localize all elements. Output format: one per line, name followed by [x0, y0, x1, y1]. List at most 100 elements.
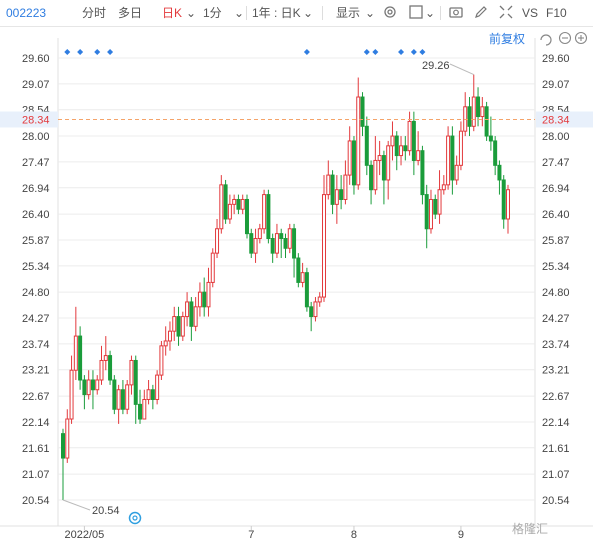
pencil-icon[interactable]: [473, 4, 489, 20]
candle-body: [356, 96, 361, 186]
watermark-logo: 格隆汇: [512, 520, 548, 537]
y-tick-label-left: 20.54: [22, 495, 50, 507]
candle: [189, 297, 194, 341]
vs-button[interactable]: VS: [522, 6, 539, 20]
candle: [433, 194, 438, 219]
display-menu[interactable]: 显示: [336, 6, 361, 20]
f10-button[interactable]: F10: [546, 6, 567, 20]
candle: [458, 121, 463, 171]
chevron-down-icon[interactable]: ⌄: [425, 6, 436, 20]
candle: [270, 233, 275, 263]
candle-body: [493, 140, 498, 166]
tab-multiday[interactable]: 多日: [118, 6, 143, 20]
candle: [317, 292, 322, 307]
chevron-down-icon[interactable]: ⌄: [186, 6, 197, 20]
gear-icon[interactable]: [382, 4, 398, 20]
event-marker: [94, 49, 101, 55]
current-price-label-left: 28.34: [22, 114, 50, 126]
max-price-leader: [449, 63, 474, 76]
candle-body: [197, 291, 202, 308]
adjust-mode-label[interactable]: 前复权: [489, 32, 526, 46]
candle: [283, 233, 288, 259]
candle-body: [240, 198, 245, 210]
event-marker: [77, 49, 84, 55]
candle: [287, 223, 292, 254]
tab-intraday[interactable]: 分时: [82, 6, 107, 20]
y-tick-label-left: 22.14: [22, 417, 50, 429]
candle: [411, 111, 416, 176]
y-tick-label-right: 28.00: [542, 131, 570, 143]
candle: [65, 409, 70, 463]
candle-body: [73, 335, 78, 371]
toolbar: 002223 分时 多日 日K ⌄ 1分 ⌄ 1年 : 日K ⌄ 显示 ⌄ ⌄: [0, 0, 593, 27]
candle: [450, 126, 455, 195]
y-tick-label-left: 22.67: [22, 391, 50, 403]
y-tick-label-left: 24.27: [22, 313, 50, 325]
candle-body: [253, 238, 258, 254]
reset-icon[interactable]: [540, 34, 552, 46]
candle-body: [142, 399, 147, 420]
candle-body: [386, 145, 391, 181]
price-label-bg-right: [536, 111, 593, 128]
candle: [202, 277, 207, 317]
candle-body: [416, 150, 421, 161]
candle: [441, 175, 446, 195]
y-tick-label-right: 29.07: [542, 79, 570, 91]
candle: [501, 175, 506, 229]
watermark-text: 格隆汇: [512, 522, 549, 536]
candle: [381, 150, 386, 205]
candle: [244, 194, 249, 239]
candle: [356, 77, 361, 190]
candle: [219, 175, 224, 234]
y-tick-label-right: 26.40: [542, 209, 570, 221]
y-tick-label-right: 23.74: [542, 339, 570, 351]
y-tick-label-right: 23.21: [542, 365, 570, 377]
period-select[interactable]: 1年 : 日K: [252, 6, 301, 20]
candle: [480, 97, 485, 127]
candle-body: [86, 379, 91, 396]
stock-code: 002223: [6, 6, 47, 20]
y-tick-label-left: 24.80: [22, 287, 50, 299]
candle-body: [506, 189, 510, 220]
candle: [437, 170, 442, 224]
y-tick-label-left: 21.07: [22, 469, 50, 481]
candle-body: [322, 194, 327, 298]
candle: [497, 160, 502, 195]
candle-body: [501, 179, 506, 220]
current-price-label-right: 28.34: [542, 114, 570, 126]
candle: [180, 311, 185, 341]
min-price-label: 20.54: [92, 505, 120, 517]
candle-body: [257, 228, 262, 240]
candle-body: [249, 233, 254, 254]
candle-body: [99, 359, 104, 381]
zoom-out-icon[interactable]: [558, 31, 572, 45]
candle-body: [219, 184, 224, 230]
candle-body: [296, 257, 301, 283]
candle-body: [163, 340, 168, 347]
chevron-down-icon[interactable]: ⌄: [234, 6, 245, 20]
chevron-down-icon[interactable]: ⌄: [303, 6, 314, 20]
event-marker: [419, 49, 426, 55]
tab-minute[interactable]: 1分: [203, 6, 222, 20]
candle-body: [82, 379, 87, 396]
candle: [103, 336, 108, 371]
candle: [407, 111, 412, 156]
tab-daily-k[interactable]: 日K: [162, 6, 183, 20]
candle: [120, 379, 125, 415]
candle-body: [403, 145, 408, 152]
candle-body: [279, 233, 284, 240]
candle-body: [215, 228, 220, 254]
square-icon[interactable]: [408, 4, 424, 20]
candle-body: [360, 96, 365, 127]
chevron-down-icon[interactable]: ⌄: [365, 6, 376, 20]
zoom-in-icon[interactable]: [574, 31, 588, 45]
candle-body: [274, 233, 279, 254]
candle: [215, 218, 220, 259]
camera-icon[interactable]: [448, 4, 464, 20]
candle-body: [61, 433, 65, 459]
y-tick-label-right: 27.47: [542, 157, 570, 169]
candle: [193, 297, 198, 332]
candle-body: [347, 140, 352, 176]
expand-icon[interactable]: [498, 4, 514, 20]
y-tick-label-right: 29.60: [542, 53, 570, 65]
